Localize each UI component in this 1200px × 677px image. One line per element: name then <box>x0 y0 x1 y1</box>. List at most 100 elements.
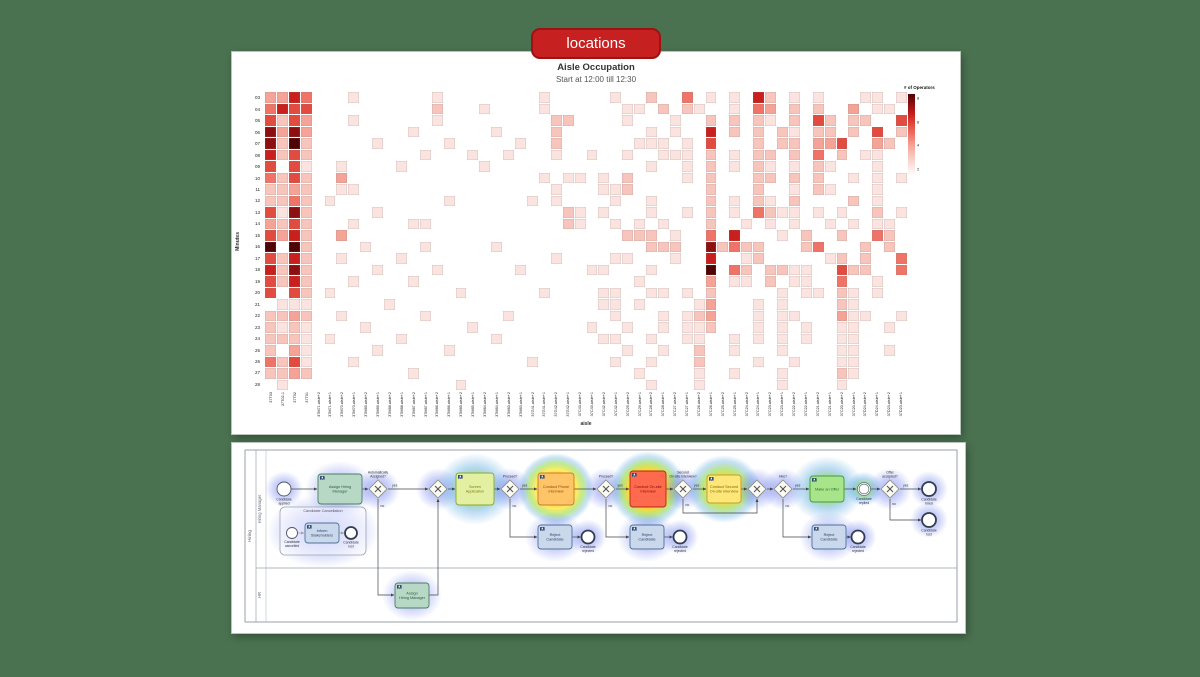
heatmap-cell <box>860 172 872 183</box>
heatmap-cell <box>681 195 693 206</box>
heatmap-cell <box>300 149 312 160</box>
heatmap-cell <box>812 149 824 160</box>
heatmap-cell <box>824 253 836 264</box>
heatmap-cell <box>586 195 598 206</box>
heatmap-cell <box>669 172 681 183</box>
heatmap-cell <box>419 161 431 172</box>
gw-merge-1 <box>428 479 448 499</box>
flow-condition-label: yes <box>522 484 528 488</box>
heatmap-cell <box>622 310 634 321</box>
heatmap-cell <box>312 368 324 379</box>
heatmap-cell <box>657 276 669 287</box>
heatmap-cell <box>276 230 288 241</box>
heatmap-cell <box>765 333 777 344</box>
heatmap-cell <box>681 149 693 160</box>
heatmap-cell <box>479 92 491 103</box>
heatmap-cell <box>574 172 586 183</box>
heatmap-cell <box>741 264 753 275</box>
flow-condition-label: no <box>381 504 385 508</box>
heatmap-cell <box>788 299 800 310</box>
heatmap-cell <box>324 299 336 310</box>
heatmap-cell <box>574 115 586 126</box>
heatmap-cell <box>455 230 467 241</box>
heatmap-cell <box>812 333 824 344</box>
heatmap-cell <box>872 264 884 275</box>
svg-text:Application: Application <box>466 490 485 494</box>
heatmap-cell <box>348 356 360 367</box>
heatmap-cell <box>681 253 693 264</box>
heatmap-cell <box>348 195 360 206</box>
heatmap-cell <box>646 276 657 287</box>
heatmap-cell <box>288 310 300 321</box>
heatmap-cell <box>800 322 812 333</box>
heatmap-cell <box>848 322 860 333</box>
heatmap-cell <box>622 333 634 344</box>
heatmap-cell <box>693 92 705 103</box>
heatmap-cell <box>276 126 288 137</box>
y-tick-label: 07 <box>254 141 260 147</box>
colorbar-tick-label: 6 <box>917 119 920 125</box>
heatmap-cell <box>848 103 860 114</box>
heatmap-cell <box>300 276 312 287</box>
heatmap-cell <box>372 138 384 149</box>
heatmap-cell <box>836 253 848 264</box>
heatmap-cell <box>598 195 610 206</box>
heatmap-cell <box>431 310 443 321</box>
heatmap-cell <box>348 253 360 264</box>
heatmap-cell <box>265 161 276 172</box>
heatmap-cell <box>288 149 300 160</box>
heatmap-cell <box>372 207 384 218</box>
heatmap-cell <box>348 115 360 126</box>
heatmap-cell <box>574 161 586 172</box>
heatmap-cell <box>348 207 360 218</box>
heatmap-cell <box>788 322 800 333</box>
heatmap-cell <box>610 92 622 103</box>
heatmap-cell <box>836 379 848 390</box>
heatmap-cell <box>705 126 717 137</box>
heatmap-cell <box>800 241 812 252</box>
heatmap-cell <box>324 115 336 126</box>
heatmap-cell <box>717 161 729 172</box>
svg-text:Second: Second <box>677 470 689 474</box>
heatmap-cell <box>372 241 384 252</box>
heatmap-cell <box>431 333 443 344</box>
heatmap-cell <box>717 149 729 160</box>
heatmap-cell <box>431 368 443 379</box>
heatmap-cell <box>812 253 824 264</box>
heatmap-cell <box>562 230 574 241</box>
heatmap-cell <box>312 195 324 206</box>
heatmap-cell <box>288 184 300 195</box>
heatmap-cell <box>622 184 634 195</box>
heatmap-cell <box>884 310 896 321</box>
heatmap-cell <box>586 333 598 344</box>
heatmap-cell <box>526 322 538 333</box>
heatmap-cell <box>622 253 634 264</box>
heatmap-cell <box>300 299 312 310</box>
heatmap-cell <box>788 195 800 206</box>
heatmap-cell <box>586 207 598 218</box>
locations-button[interactable]: locations <box>531 28 661 59</box>
heatmap-cell <box>681 333 693 344</box>
heatmap-cell <box>634 149 646 160</box>
heatmap-cell <box>705 356 717 367</box>
heatmap-cell <box>336 115 348 126</box>
heatmap-cell <box>646 253 657 264</box>
heatmap-cell <box>419 345 431 356</box>
heatmap-cell <box>646 310 657 321</box>
heatmap-cell <box>348 345 360 356</box>
heatmap-cell <box>431 218 443 229</box>
heatmap-cell <box>848 310 860 321</box>
heatmap-cell <box>479 138 491 149</box>
heatmap-cell <box>848 368 860 379</box>
heatmap-cell <box>550 230 562 241</box>
heatmap-cell <box>705 299 717 310</box>
heatmap-cell <box>788 92 800 103</box>
heatmap-cell <box>562 345 574 356</box>
heatmap-cell <box>860 322 872 333</box>
heatmap-cell <box>431 92 443 103</box>
heatmap-cell <box>300 184 312 195</box>
heatmap-y-ticks: 03 04 05 06 07 08 09 10 11 12 13 14 15 16 17 18 19 20 21 22… <box>244 92 263 390</box>
heatmap-cell <box>276 184 288 195</box>
